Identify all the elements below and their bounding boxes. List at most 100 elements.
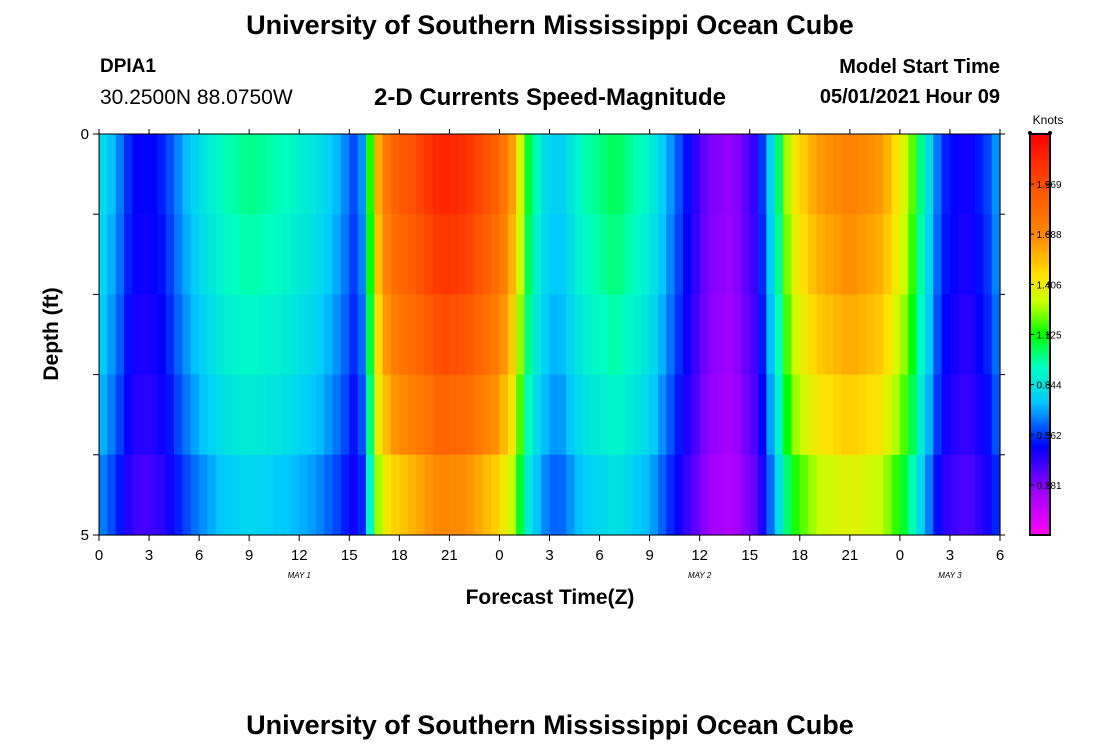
heatmap-cell [674, 294, 684, 376]
heatmap-cell [466, 374, 476, 456]
heatmap-cell [657, 294, 667, 376]
heatmap-cell [132, 294, 142, 376]
heatmap-cell [416, 374, 425, 456]
heatmap-cell [908, 454, 918, 536]
heatmap-cell [824, 454, 834, 536]
heatmap-cell [374, 374, 384, 456]
heatmap-cell [157, 214, 167, 295]
heatmap-cell [224, 374, 234, 456]
heatmap-cell [849, 374, 859, 456]
heatmap-cell [224, 294, 234, 376]
heatmap-cell [541, 454, 551, 536]
heatmap-cell [549, 454, 559, 536]
heatmap-cell [107, 454, 117, 536]
heatmap-cell [699, 134, 709, 215]
heatmap-cell [265, 134, 275, 215]
heatmap-cell [466, 294, 476, 376]
heatmap-cell [449, 374, 459, 456]
heatmap-cell [149, 374, 158, 456]
heatmap-cell [774, 134, 784, 215]
heatmap-cell [591, 134, 601, 215]
heatmap-cell [441, 134, 450, 215]
heatmap-cell [599, 454, 609, 536]
heatmap-cell [332, 294, 342, 376]
heatmap-cell [699, 294, 709, 376]
heatmap-cell [874, 374, 884, 456]
x-tick-label: 3 [145, 547, 153, 564]
heatmap-cell [474, 294, 484, 376]
heatmap-cell [232, 214, 242, 295]
heatmap-cell [582, 214, 592, 295]
heatmap-cell [808, 294, 818, 376]
heatmap-cell [115, 214, 125, 295]
heatmap-cell [390, 294, 400, 376]
heatmap-cell [774, 374, 784, 456]
heatmap-cell [783, 454, 793, 536]
heatmap-cell [399, 374, 409, 456]
heatmap-cell [132, 374, 142, 456]
heatmap-cell [674, 214, 684, 295]
heatmap-cell [482, 294, 492, 376]
heatmap-cell [699, 454, 709, 536]
heatmap-cell [666, 134, 676, 215]
heatmap-cell [240, 454, 250, 536]
heatmap-cell [666, 454, 676, 536]
heatmap-cell [315, 374, 325, 456]
heatmap-cell [424, 214, 434, 295]
heatmap-cell [716, 134, 726, 215]
heatmap-cell [841, 214, 851, 295]
heatmap-cell [791, 374, 801, 456]
heatmap-cell [491, 214, 501, 295]
heatmap-cell [466, 214, 476, 295]
heatmap-cell [607, 454, 617, 536]
heatmap-cell [991, 374, 1001, 456]
heatmap-cell [107, 294, 117, 376]
heatmap-cell [290, 134, 300, 215]
heatmap-cell [666, 374, 676, 456]
heatmap-cell [816, 214, 826, 295]
heatmap-cell [207, 134, 217, 215]
heatmap-cell [774, 294, 784, 376]
heatmap-cell [390, 134, 400, 215]
x-tick-label: 0 [495, 547, 503, 564]
heatmap-cell [507, 454, 517, 536]
heatmap-cell [441, 214, 450, 295]
heatmap-cell [632, 294, 642, 376]
heatmap-cell [532, 134, 542, 215]
heatmap-cell [933, 454, 943, 536]
heatmap-cell [365, 374, 375, 456]
x-tick-label: 6 [595, 547, 603, 564]
heatmap-cell [524, 214, 534, 295]
heatmap-cell [140, 294, 150, 376]
heatmap-cell [407, 214, 417, 295]
heatmap-cell [749, 294, 759, 376]
x-tick-label: 3 [946, 547, 954, 564]
heatmap-cell [190, 294, 200, 376]
heatmap-cell [824, 214, 834, 295]
heatmap-cell [416, 294, 425, 376]
x-axis-label: Forecast Time(Z) [466, 586, 635, 609]
heatmap-cell [140, 214, 150, 295]
heatmap-cell [808, 214, 818, 295]
heatmap-cell [799, 374, 809, 456]
heatmap-cell [607, 294, 617, 376]
heatmap-cell [516, 294, 526, 376]
heatmap-cell [491, 374, 501, 456]
heatmap-cell [624, 374, 634, 456]
heatmap-cell [340, 134, 350, 215]
heatmap-cell [207, 454, 217, 536]
heatmap-cell [274, 374, 284, 456]
heatmap-cell [382, 134, 392, 215]
heatmap-cell [916, 134, 926, 215]
heatmap-cell [891, 134, 901, 215]
heatmap-cell [958, 454, 968, 536]
heatmap-cell [649, 454, 659, 536]
heatmap-cell [265, 454, 275, 536]
heatmap-cell [649, 374, 659, 456]
heatmap-cell [974, 454, 984, 536]
heatmap-cell [966, 294, 976, 376]
heatmap-cell [282, 294, 292, 376]
heatmap-cell [924, 294, 934, 376]
heatmap-cell [908, 214, 918, 295]
heatmap-cell [557, 454, 567, 536]
